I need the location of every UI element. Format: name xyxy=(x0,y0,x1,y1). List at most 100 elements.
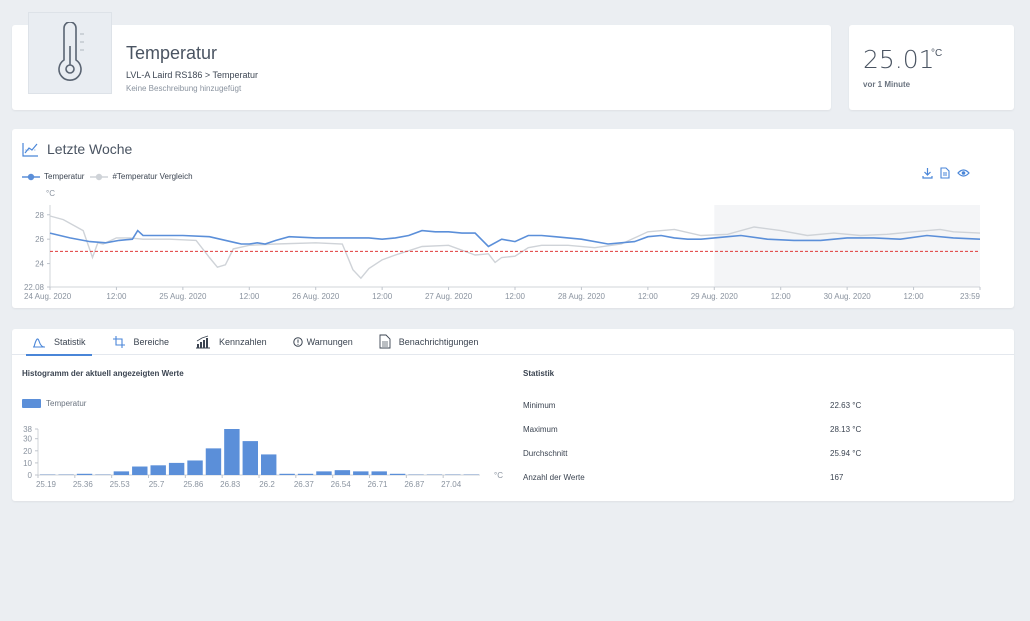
legend-label-temperatur: Temperatur xyxy=(44,172,85,181)
histogram-bar xyxy=(316,471,332,475)
x-tick-label: 28 Aug. 2020 xyxy=(558,292,606,301)
legend-line-marker-icon xyxy=(90,173,109,180)
y-tick-label: 24 xyxy=(35,260,44,269)
tab-benachrichtigungen[interactable]: Benachrichtigungen xyxy=(373,329,485,355)
tab-bereiche[interactable]: Bereiche xyxy=(106,329,176,355)
current-value-card: 25.01 °C vor 1 Minute xyxy=(849,25,1014,110)
statistics-title: Statistik xyxy=(523,369,555,378)
histogram-y-tick-label: 10 xyxy=(23,459,32,468)
thermometer-thumbnail xyxy=(28,12,112,94)
histogram-x-tick-label: 26.2 xyxy=(259,480,275,489)
statistics-card: Statistik Bereiche Kennzahlen Warnungen … xyxy=(12,329,1014,501)
sensor-description: Keine Beschreibung hinzugefügt xyxy=(126,84,242,93)
histogram-x-tick-label: 26.87 xyxy=(404,480,425,489)
stat-label: Minimum xyxy=(523,401,556,410)
tab-warnungen[interactable]: Warnungen xyxy=(287,329,359,355)
histogram-bar xyxy=(150,465,166,475)
histogram-bar xyxy=(334,470,351,475)
histogram-legend[interactable]: Temperatur xyxy=(22,399,86,408)
histogram-x-tick-label: 25.86 xyxy=(183,480,204,489)
x-tick-label: 27 Aug. 2020 xyxy=(425,292,473,301)
x-tick-label: 12:00 xyxy=(372,292,393,301)
histogram-bar xyxy=(353,471,369,475)
histogram-y-tick-label: 30 xyxy=(23,435,32,444)
x-tick-label: 29 Aug. 2020 xyxy=(691,292,739,301)
stat-value: 22.63 °C xyxy=(830,401,862,410)
histogram-title: Histogramm der aktuell angezeigten Werte xyxy=(22,369,184,378)
stat-value: 167 xyxy=(830,473,844,482)
x-tick-label: 12:00 xyxy=(106,292,127,301)
histogram-bar xyxy=(168,462,185,475)
stat-label: Anzahl der Werte xyxy=(523,473,585,482)
histogram-bar xyxy=(242,441,258,475)
x-tick-label: 12:00 xyxy=(239,292,260,301)
histogram-bar xyxy=(187,460,203,475)
stat-row-minimum: Minimum 22.63 °C xyxy=(523,401,903,410)
stat-row-maximum: Maximum 28.13 °C xyxy=(523,425,903,434)
histogram-x-tick-label: 26.54 xyxy=(331,480,352,489)
y-tick-label: 22.08 xyxy=(24,283,45,292)
histogram-bar xyxy=(261,454,277,475)
stat-value: 28.13 °C xyxy=(830,425,862,434)
tab-statistik[interactable]: Statistik xyxy=(26,329,92,356)
histogram-x-tick-label: 26.37 xyxy=(294,480,315,489)
chart-legend: Temperatur #Temperatur Vergleich xyxy=(22,172,193,181)
histogram-bar xyxy=(76,473,93,475)
weekly-line-chart[interactable]: 22.08 24 26 28 24 Aug. 2020 12:00 25 Aug. 2020… xyxy=(12,129,1014,308)
legend-label-vergleich: #Temperatur Vergleich xyxy=(112,172,193,181)
histogram-bar xyxy=(389,473,406,475)
sensor-title: Temperatur xyxy=(126,43,218,63)
y-tick-label: 28 xyxy=(35,211,44,220)
histogram-bar xyxy=(371,471,387,475)
x-tick-label: 12:00 xyxy=(638,292,659,301)
histogram-bar xyxy=(132,466,148,475)
stat-value: 25.94 °C xyxy=(830,449,862,458)
warning-circle-icon xyxy=(292,336,303,347)
x-tick-label: 30 Aug. 2020 xyxy=(824,292,872,301)
legend-swatch xyxy=(22,399,41,408)
tab-kennzahlen[interactable]: Kennzahlen xyxy=(189,329,273,355)
chart-shaded-region xyxy=(714,205,980,287)
series-line-vergleich xyxy=(49,215,981,280)
tab-label: Benachrichtigungen xyxy=(398,336,479,347)
chart-toolbar xyxy=(922,167,970,182)
histogram-x-tick-label: 25.7 xyxy=(149,480,165,489)
last-update: vor 1 Minute xyxy=(863,80,911,89)
line-chart-icon xyxy=(22,142,38,157)
histogram-x-tick-label: 25.53 xyxy=(110,480,131,489)
histogram-bar xyxy=(205,448,222,475)
tab-bar: Statistik Bereiche Kennzahlen Warnungen … xyxy=(12,329,1014,356)
y-tick-label: 26 xyxy=(35,235,44,244)
crop-icon xyxy=(112,335,125,348)
histogram-x-tick-label: 25.36 xyxy=(73,480,94,489)
x-tick-label: 24 Aug. 2020 xyxy=(24,292,72,301)
histogram-y-tick-label: 0 xyxy=(28,471,33,480)
chart-title: Letzte Woche xyxy=(47,141,133,157)
x-tick-label: 26 Aug. 2020 xyxy=(292,292,340,301)
histogram-legend-label: Temperatur xyxy=(46,399,87,408)
download-icon[interactable] xyxy=(922,167,933,182)
x-tick-label: 23:59 xyxy=(960,292,981,301)
histogram-x-tick-label: 27.04 xyxy=(441,480,462,489)
legend-item-temperatur[interactable]: Temperatur xyxy=(22,172,84,181)
histogram-x-unit: °C xyxy=(494,471,503,480)
eye-icon[interactable] xyxy=(957,167,970,182)
histogram-bar xyxy=(224,429,240,475)
stat-label: Durchschnitt xyxy=(523,449,568,458)
tab-label: Kennzahlen xyxy=(219,336,267,347)
histogram-x-tick-label: 25.19 xyxy=(36,480,57,489)
sensor-path: LVL-A Laird RS186 > Temperatur xyxy=(126,70,258,80)
current-value: 25.01 xyxy=(863,45,935,74)
series-line-temperatur xyxy=(49,229,981,248)
tab-label: Statistik xyxy=(54,336,86,347)
document-icon xyxy=(379,334,391,349)
document-icon[interactable] xyxy=(940,167,950,182)
histogram-y-tick-label: 20 xyxy=(23,447,32,456)
y-axis-unit: °C xyxy=(46,189,55,198)
legend-item-vergleich[interactable]: #Temperatur Vergleich xyxy=(90,172,193,181)
x-tick-label: 12:00 xyxy=(505,292,526,301)
histogram-bar xyxy=(279,473,295,475)
thermometer-icon xyxy=(58,22,84,81)
histogram-bar xyxy=(297,473,314,475)
